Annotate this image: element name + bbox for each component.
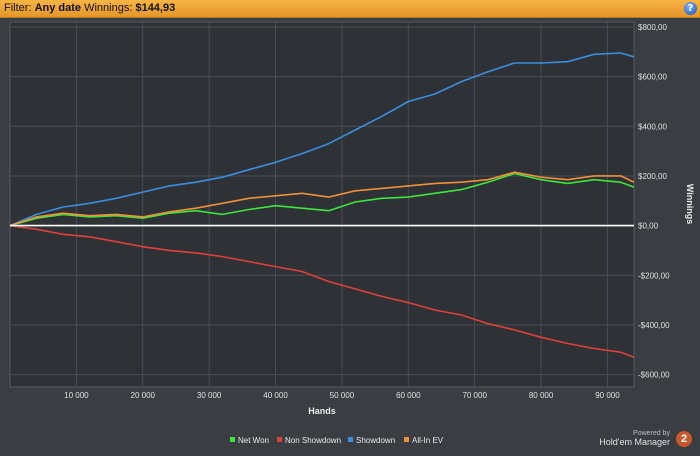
- brand-name: Hold'em Manager: [599, 437, 670, 447]
- help-icon[interactable]: ?: [684, 2, 697, 15]
- legend-swatch-non-showdown: [277, 437, 282, 443]
- x-tick-label: 20 000: [131, 391, 156, 400]
- grid-lines: [10, 22, 634, 387]
- x-tick-label: 40 000: [263, 391, 288, 400]
- legend-label-non-showdown: Non Showdown: [285, 436, 342, 445]
- y-tick-label: $800,00: [638, 23, 667, 32]
- legend-item-showdown[interactable]: Showdown: [348, 436, 395, 445]
- x-tick-label: 60 000: [396, 391, 421, 400]
- x-tick-label: 30 000: [197, 391, 222, 400]
- y-axis-ticks: $800,00 $600,00 $400,00 $200,00 $0,00 -$200,0…: [638, 23, 670, 380]
- y-tick-label: -$600,00: [638, 371, 670, 380]
- hem2-logo-icon: 2: [676, 431, 692, 447]
- series-line-non-showdown: [9, 224, 635, 358]
- x-axis-ticks: 10 000 20 000 30 000 40 000 50 000 60 000 70 0…: [64, 391, 620, 400]
- y-tick-label: $600,00: [638, 73, 667, 82]
- powered-by-text: Powered by: [633, 430, 670, 437]
- legend-label-all-in-ev: All-In EV: [412, 436, 444, 445]
- winnings-label: Winnings:: [84, 2, 133, 14]
- series-line-all-in-ev: [9, 171, 635, 227]
- x-tick-label: 70 000: [462, 391, 487, 400]
- legend-label-showdown: Showdown: [356, 436, 396, 445]
- legend-item-all-in-ev[interactable]: All-In EV: [404, 436, 443, 445]
- y-tick-label: -$200,00: [638, 271, 670, 280]
- x-tick-label: 10 000: [64, 391, 89, 400]
- filter-bar: Filter: Any date Winnings: $144,93 ?: [0, 0, 700, 18]
- legend-swatch-showdown: [348, 437, 353, 443]
- series-line-showdown: [9, 52, 635, 227]
- series-lines: [9, 52, 635, 358]
- legend-label-net-won: Net Won: [238, 436, 269, 445]
- legend-item-non-showdown[interactable]: Non Showdown: [277, 436, 341, 445]
- winnings-chart: 10 000 20 000 30 000 40 000 50 000 60 000 70 0…: [0, 18, 700, 451]
- chart-svg: 10 000 20 000 30 000 40 000 50 000 60 000 70 0…: [9, 21, 695, 416]
- legend-swatch-net-won: [230, 437, 235, 443]
- x-axis-label: Hands: [308, 406, 336, 416]
- y-tick-label: $200,00: [638, 172, 667, 181]
- y-tick-label: $0,00: [638, 222, 659, 231]
- powered-by: Powered by Hold'em Manager: [590, 430, 670, 447]
- x-tick-label: 80 000: [529, 391, 554, 400]
- y-axis-label: Winnings: [685, 184, 695, 224]
- winnings-value: $144,93: [135, 2, 176, 14]
- y-tick-label: -$400,00: [638, 321, 670, 330]
- y-tick-label: $400,00: [638, 122, 667, 131]
- legend-swatch-all-in-ev: [404, 437, 409, 443]
- filter-prefix: Filter:: [4, 2, 32, 14]
- legend: Net Won Non Showdown Showdown All-In EV: [0, 436, 700, 448]
- filter-date[interactable]: Any date: [34, 2, 82, 14]
- x-tick-label: 50 000: [330, 391, 355, 400]
- plot-background: [9, 21, 635, 388]
- series-line-net-won: [9, 172, 635, 227]
- legend-item-net-won[interactable]: Net Won: [230, 436, 269, 445]
- x-tick-label: 90 000: [595, 391, 620, 400]
